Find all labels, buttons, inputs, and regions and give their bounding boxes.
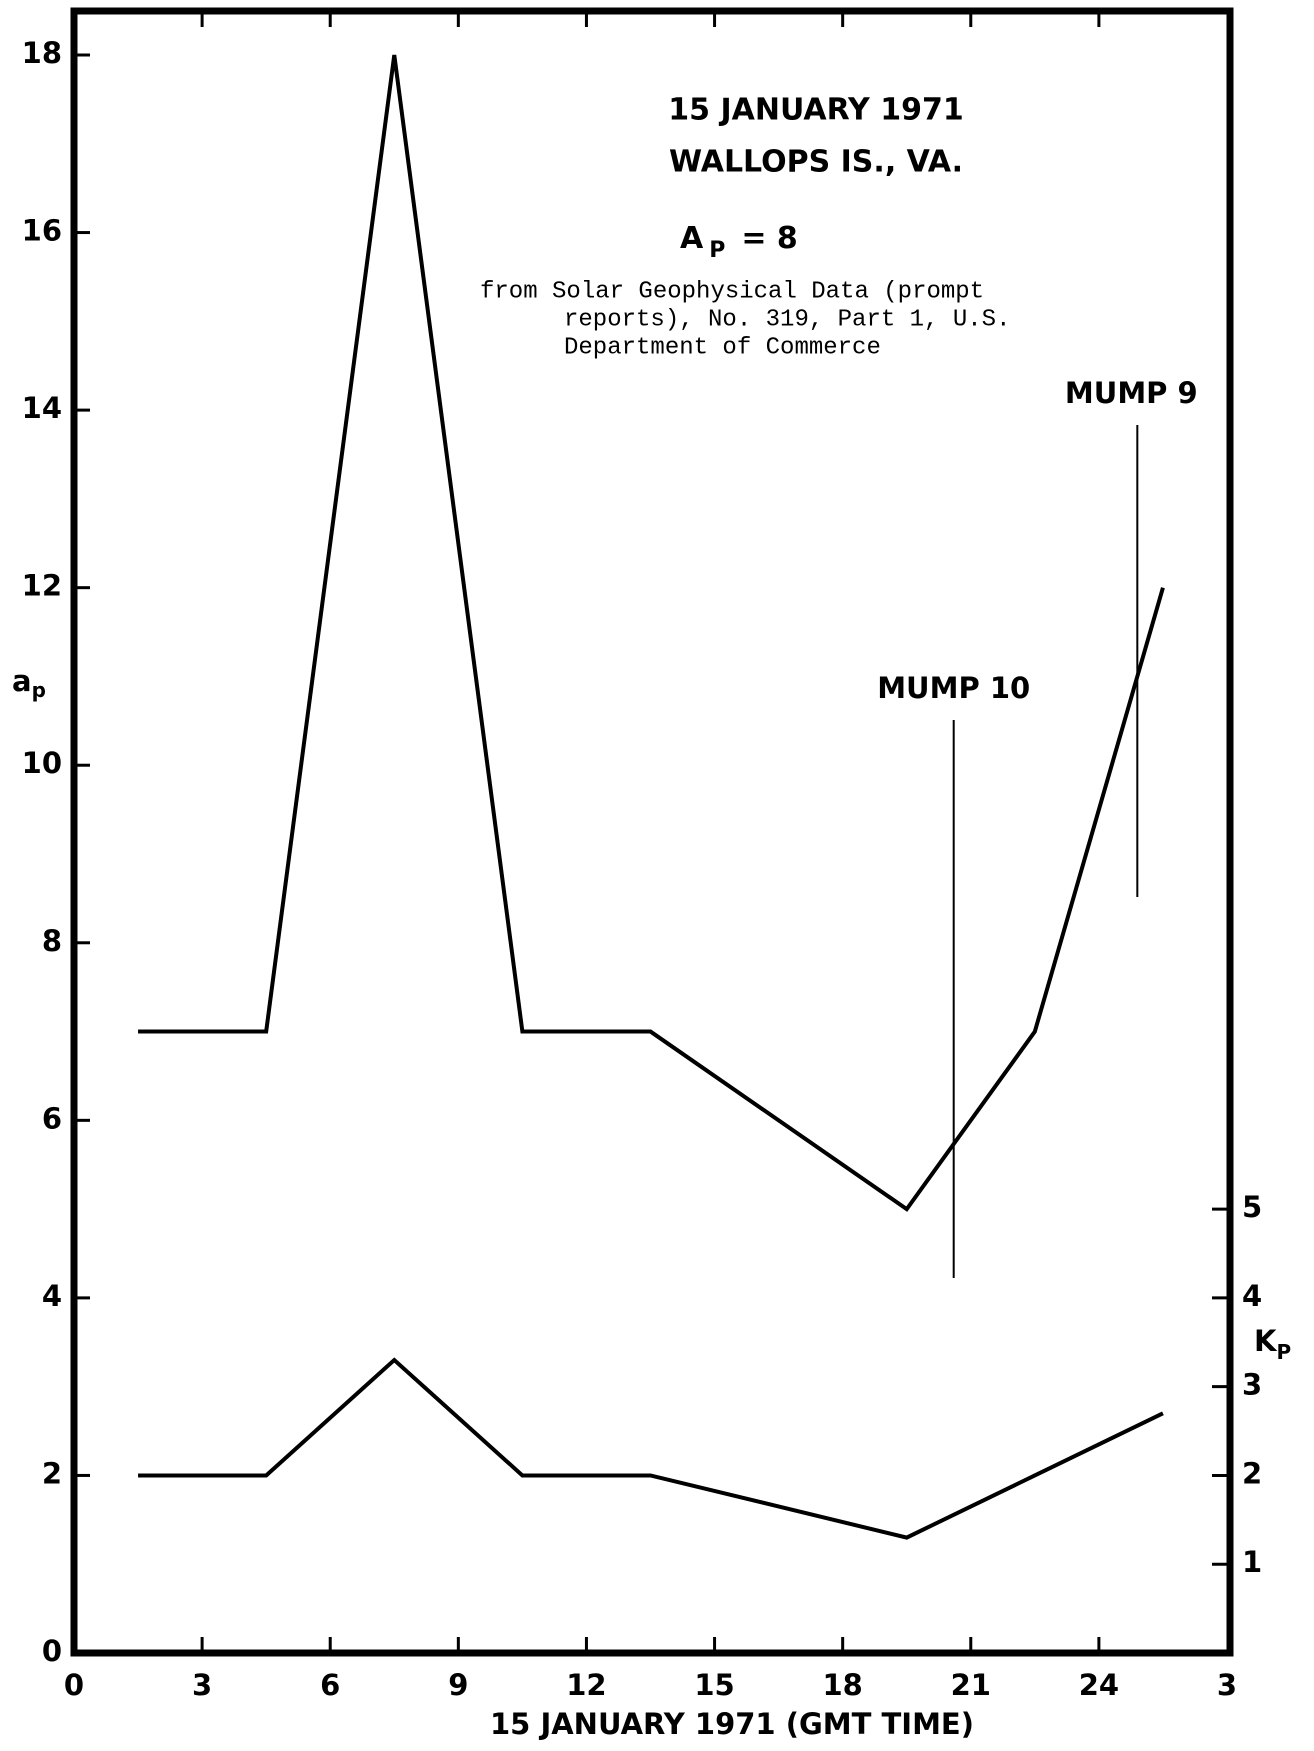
y-axis-label: ap [12, 664, 46, 702]
y2-tick-label: 4 [1242, 1279, 1262, 1313]
y-axis-symbol: a [12, 664, 32, 698]
annotation-label: MUMP 10 [877, 671, 1030, 705]
source-line: from Solar Geophysical Data (prompt [480, 278, 984, 305]
data-line [138, 54, 1165, 1212]
y2-tick-label: 3 [1242, 1368, 1262, 1402]
y-tick-label: 18 [22, 36, 62, 70]
source-line: Department of Commerce [564, 334, 881, 361]
index-symbol: A [680, 221, 704, 256]
x-tick-label: 12 [566, 1668, 606, 1702]
data-line [138, 1357, 1164, 1540]
x-tick-label: 0 [64, 1668, 84, 1702]
x-tick-label: 18 [822, 1668, 862, 1702]
x-tick-label: 15 [694, 1668, 734, 1702]
chart-title: 15 JANUARY 1971 [668, 93, 963, 128]
x-tick-label: 6 [320, 1668, 340, 1702]
y2-tick-label: 2 [1242, 1456, 1262, 1490]
y2-axis-label: KP [1254, 1324, 1291, 1364]
chart-subtitle: WALLOPS IS., VA. [669, 145, 963, 180]
y-tick-label: 4 [42, 1279, 62, 1313]
source-line: reports), No. 319, Part 1, U.S. [564, 306, 1010, 333]
index-label: A P = 8 [680, 221, 798, 264]
y-tick-label: 14 [22, 391, 62, 425]
annotation-label: MUMP 9 [1065, 376, 1198, 410]
y2-tick-label: 5 [1242, 1190, 1262, 1224]
y2-axis-subscript: P [1276, 1340, 1291, 1364]
index-subscript: P [709, 238, 725, 263]
y-tick-label: 0 [42, 1634, 62, 1668]
x-axis-label: 15 JANUARY 1971 (GMT TIME) [490, 1707, 974, 1741]
y-tick-label: 10 [22, 746, 62, 780]
index-value: = 8 [741, 221, 797, 256]
x-tick-label: 24 [1079, 1668, 1119, 1702]
plot-frame [70, 7, 1234, 1657]
x-tick-label: 9 [448, 1668, 468, 1702]
y-tick-label: 16 [22, 214, 62, 248]
x-tick-label: 3 [192, 1668, 212, 1702]
y2-tick-label: 1 [1242, 1545, 1262, 1579]
x-tick-label: 21 [951, 1668, 991, 1702]
y-tick-label: 2 [42, 1456, 62, 1490]
y-axis-subscript: p [32, 678, 46, 702]
y-tick-label: 12 [22, 569, 62, 603]
y-tick-label: 8 [42, 924, 62, 958]
x-tick-label: 3 [1217, 1668, 1237, 1702]
y-tick-label: 6 [42, 1101, 62, 1135]
y2-axis-symbol: K [1254, 1324, 1278, 1358]
